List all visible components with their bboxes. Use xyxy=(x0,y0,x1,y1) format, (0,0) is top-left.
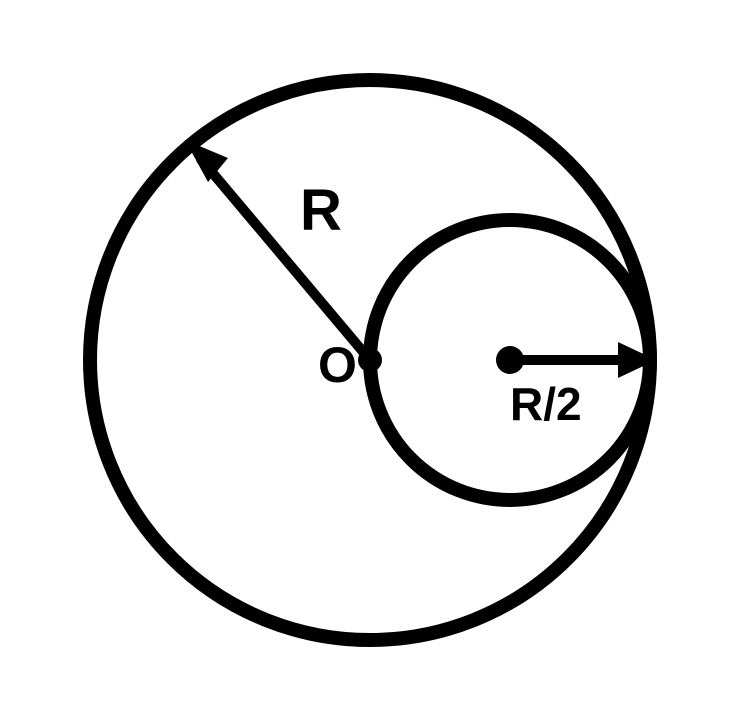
geometry-diagram: O R R/2 xyxy=(0,0,740,704)
center-o-label: O xyxy=(318,337,357,393)
radius-r2-label: R/2 xyxy=(510,378,582,430)
radius-r-line xyxy=(200,158,370,360)
center-o-dot xyxy=(358,348,382,372)
radius-r-arrowhead xyxy=(185,140,228,182)
diagram-svg: O R R/2 xyxy=(0,0,740,704)
inner-center-dot xyxy=(496,346,524,374)
radius-r-label: R xyxy=(300,178,342,243)
